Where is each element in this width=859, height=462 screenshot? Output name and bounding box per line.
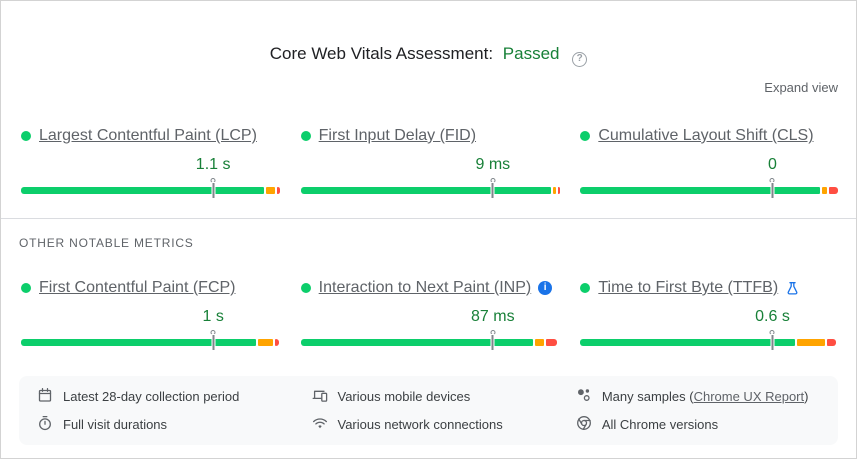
- good-status-dot-icon: [580, 283, 591, 293]
- metric-value-fid: 9 ms: [475, 156, 511, 173]
- footer-item-label: Latest 28-day collection period: [63, 389, 240, 404]
- metric-link-inp[interactable]: Interaction to Next Paint (INP): [318, 279, 532, 296]
- samples-icon: [576, 387, 592, 406]
- distribution-bar-inp: [300, 330, 561, 350]
- footer-item-label: All Chrome versions: [601, 417, 719, 432]
- metric-fid: First Input Delay (FID) 9 ms: [300, 125, 561, 198]
- p75-marker-icon: [768, 330, 777, 350]
- devices-icon: [312, 387, 328, 406]
- good-status-dot-icon: [580, 131, 591, 141]
- distribution-bar-ttfb: [580, 330, 840, 350]
- distribution-bar-fcp: [21, 330, 281, 350]
- footer-item-collection-period: Latest 28-day collection period: [37, 387, 302, 406]
- stopwatch-icon: [37, 415, 53, 434]
- footer-item-devices: Various mobile devices: [312, 387, 566, 406]
- other-metrics-grid: First Contentful Paint (FCP) 1 s Interac…: [1, 277, 856, 350]
- assessment-header: Core Web Vitals Assessment: Passed ?: [1, 44, 856, 67]
- metric-value-ttfb: 0.6 s: [755, 308, 790, 325]
- chrome-icon: [576, 415, 592, 434]
- metric-value-fcp: 1 s: [202, 308, 224, 325]
- distribution-bar-cls: [580, 178, 840, 198]
- metric-value-lcp: 1.1 s: [195, 156, 231, 173]
- footer-item-samples: Many samples (Chrome UX Report): [576, 387, 820, 406]
- footer-item-durations: Full visit durations: [37, 415, 302, 434]
- footer-item-network: Various network connections: [312, 415, 566, 434]
- metric-inp: Interaction to Next Paint (INP) i 87 ms: [300, 277, 561, 350]
- metric-value-inp: 87 ms: [471, 308, 515, 325]
- core-metrics-grid: Largest Contentful Paint (LCP) 1.1 s Fir…: [1, 125, 856, 198]
- metric-link-lcp[interactable]: Largest Contentful Paint (LCP): [39, 127, 257, 144]
- p75-marker-icon: [209, 178, 218, 198]
- calendar-icon: [37, 387, 53, 406]
- metric-link-fid[interactable]: First Input Delay (FID): [318, 127, 477, 144]
- help-icon[interactable]: ?: [572, 52, 588, 67]
- distribution-bar-fid: [300, 178, 561, 198]
- metric-ttfb: Time to First Byte (TTFB) 0.6 s: [580, 277, 840, 350]
- metric-value-cls: 0: [768, 156, 777, 173]
- metric-cls: Cumulative Layout Shift (CLS) 0: [580, 125, 840, 198]
- collection-info-footer: Latest 28-day collection period Various …: [19, 376, 838, 445]
- p75-marker-icon: [209, 330, 218, 350]
- good-status-dot-icon: [21, 283, 31, 293]
- experiment-flask-icon[interactable]: [785, 281, 800, 296]
- footer-item-chrome-versions: All Chrome versions: [576, 415, 820, 434]
- expand-row: Expand view: [1, 80, 856, 95]
- footer-item-label: Full visit durations: [63, 417, 168, 432]
- section-divider: [1, 218, 856, 219]
- p75-marker-icon: [488, 178, 497, 198]
- other-metrics-heading: OTHER NOTABLE METRICS: [19, 236, 194, 250]
- metric-link-ttfb[interactable]: Time to First Byte (TTFB): [598, 279, 779, 296]
- info-icon[interactable]: i: [538, 281, 553, 295]
- metric-lcp: Largest Contentful Paint (LCP) 1.1 s: [21, 125, 281, 198]
- metric-fcp: First Contentful Paint (FCP) 1 s: [21, 277, 281, 350]
- good-status-dot-icon: [300, 283, 311, 293]
- footer-item-label: Many samples (Chrome UX Report): [601, 389, 809, 404]
- distribution-bar-lcp: [21, 178, 281, 198]
- assessment-title: Core Web Vitals Assessment:: [269, 44, 494, 63]
- good-status-dot-icon: [300, 131, 311, 141]
- metric-link-fcp[interactable]: First Contentful Paint (FCP): [39, 279, 236, 296]
- chrome-ux-report-link[interactable]: Chrome UX Report: [693, 389, 805, 404]
- footer-item-label: Various mobile devices: [337, 389, 471, 404]
- p75-marker-icon: [488, 330, 497, 350]
- metric-link-cls[interactable]: Cumulative Layout Shift (CLS): [598, 127, 814, 144]
- footer-item-label: Various network connections: [337, 417, 503, 432]
- assessment-status: Passed: [502, 44, 560, 63]
- p75-marker-icon: [768, 178, 777, 198]
- network-icon: [312, 415, 328, 434]
- expand-view-link[interactable]: Expand view: [764, 80, 838, 95]
- good-status-dot-icon: [21, 131, 31, 141]
